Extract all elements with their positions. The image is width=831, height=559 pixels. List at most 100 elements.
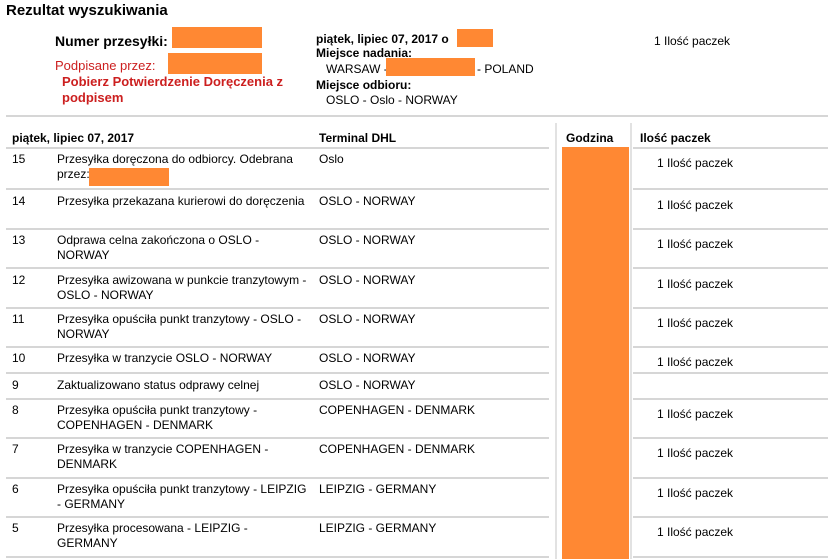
shipment-date: piątek, lipiec 07, 2017 o	[316, 32, 449, 46]
event-number: 6	[12, 482, 19, 496]
destination-label: Miejsce odbioru:	[316, 78, 412, 92]
signed-by-label: Podpisane przez:	[55, 58, 156, 73]
event-terminal: OSLO - NORWAY	[319, 312, 416, 326]
row-divider	[633, 147, 828, 149]
origin-suffix: - POLAND	[477, 62, 534, 76]
shipment-time-redacted	[457, 29, 493, 47]
table-row: 5 Przesyłka procesowana - LEIPZIG - GERM…	[6, 518, 828, 556]
event-number: 10	[12, 351, 26, 365]
event-terminal: OSLO - NORWAY	[319, 273, 416, 287]
origin-label: Miejsce nadania:	[316, 46, 413, 60]
table-row: 9 Zaktualizowano status odprawy celnej O…	[6, 375, 828, 397]
event-number: 9	[12, 378, 19, 392]
time-column-redacted	[562, 147, 629, 559]
row-divider	[633, 372, 828, 374]
table-row: 15 Przesyłka doręczona do odbiorcy. Odeb…	[6, 149, 828, 187]
event-description: Przesyłka opuściła punkt tranzytowy - LE…	[57, 482, 307, 511]
event-description: Przesyłka awizowana w punkcie tranzytowy…	[57, 273, 307, 302]
table-row: 7 Przesyłka w tranzycie COPENHAGEN - DEN…	[6, 439, 828, 477]
event-terminal: OSLO - NORWAY	[319, 351, 416, 365]
event-pieces: 1 Ilość paczek	[657, 446, 734, 460]
row-divider	[6, 437, 549, 439]
table-row: 12 Przesyłka awizowana w punkcie tranzyt…	[6, 270, 828, 308]
summary-pieces: 1 Ilość paczek	[654, 34, 731, 48]
origin-city-redacted	[386, 58, 475, 76]
column-divider	[630, 123, 632, 559]
row-divider	[633, 398, 828, 400]
destination-value: OSLO - Oslo - NORWAY	[326, 93, 458, 107]
event-pieces: 1 Ilość paczek	[657, 156, 734, 170]
event-description: Odprawa celna zakończona o OSLO - NORWAY	[57, 233, 260, 262]
event-description: Zaktualizowano status odprawy celnej	[57, 378, 260, 392]
row-divider	[633, 516, 828, 518]
column-header-pieces: Ilość paczek	[640, 131, 711, 145]
row-divider	[633, 188, 828, 190]
event-number: 14	[12, 194, 26, 208]
row-divider	[6, 147, 549, 149]
row-divider	[633, 437, 828, 439]
column-header-date: piątek, lipiec 07, 2017	[12, 131, 135, 145]
event-description: Przesyłka opuściła punkt tranzytowy - CO…	[57, 403, 258, 432]
row-divider	[6, 372, 549, 374]
waybill-number-redacted	[172, 27, 262, 48]
row-divider	[6, 398, 549, 400]
row-divider	[633, 477, 828, 479]
event-description: Przesyłka w tranzycie COPENHAGEN - DENMA…	[57, 442, 269, 471]
event-number: 11	[12, 312, 25, 326]
event-terminal: COPENHAGEN - DENMARK	[319, 403, 476, 417]
event-number: 12	[12, 273, 26, 287]
table-row: 14 Przesyłka przekazana kurierowi do dor…	[6, 191, 828, 229]
event-terminal: OSLO - NORWAY	[319, 378, 416, 392]
event-description: Przesyłka w tranzycie OSLO - NORWAY	[57, 351, 273, 365]
row-divider	[6, 346, 549, 348]
event-pieces: 1 Ilość paczek	[657, 237, 734, 251]
event-pieces: 1 Ilość paczek	[657, 198, 734, 212]
signed-by-redacted	[168, 53, 262, 74]
event-pieces: 1 Ilość paczek	[657, 277, 734, 291]
row-divider	[6, 477, 549, 479]
proof-of-delivery-link[interactable]: Pobierz Potwierdzenie Doręczenia z podpi…	[62, 74, 284, 105]
event-number: 15	[12, 152, 26, 166]
event-number: 5	[12, 521, 19, 535]
event-pieces: 1 Ilość paczek	[657, 407, 734, 421]
row-divider	[6, 267, 549, 269]
event-description: Przesyłka doręczona do odbiorcy. Odebran…	[57, 152, 293, 181]
row-divider	[633, 307, 828, 309]
row-divider	[6, 188, 549, 190]
row-divider	[633, 267, 828, 269]
column-divider	[555, 123, 557, 559]
table-row: 8 Przesyłka opuściła punkt tranzytowy - …	[6, 400, 828, 438]
event-terminal: Oslo	[319, 152, 344, 166]
column-header-terminal: Terminal DHL	[319, 131, 397, 145]
table-row: 13 Odprawa celna zakończona o OSLO - NOR…	[6, 230, 828, 268]
row-divider	[633, 556, 828, 558]
event-pieces: 1 Ilość paczek	[657, 525, 734, 539]
event-number: 8	[12, 403, 19, 417]
table-row: 6 Przesyłka opuściła punkt tranzytowy - …	[6, 479, 828, 517]
event-description: Przesyłka przekazana kurierowi do doręcz…	[57, 194, 305, 208]
table-row: 10 Przesyłka w tranzycie OSLO - NORWAY O…	[6, 348, 828, 372]
row-divider	[6, 556, 549, 558]
row-divider	[6, 516, 549, 518]
event-terminal: OSLO - NORWAY	[319, 233, 416, 247]
receiver-name-redacted	[89, 168, 169, 186]
row-divider	[633, 228, 828, 230]
event-number: 7	[12, 442, 19, 456]
event-pieces: 1 Ilość paczek	[657, 486, 734, 500]
page-title: Rezultat wyszukiwania	[6, 2, 168, 19]
row-divider	[6, 228, 549, 230]
event-number: 13	[12, 233, 26, 247]
column-header-time: Godzina	[566, 131, 614, 145]
row-divider	[633, 346, 828, 348]
event-terminal: LEIPZIG - GERMANY	[319, 482, 437, 496]
event-terminal: COPENHAGEN - DENMARK	[319, 442, 476, 456]
row-divider	[6, 307, 549, 309]
event-pieces: 1 Ilość paczek	[657, 316, 734, 330]
section-divider	[6, 115, 828, 117]
event-pieces: 1 Ilość paczek	[657, 355, 734, 369]
event-terminal: LEIPZIG - GERMANY	[319, 521, 437, 535]
event-description: Przesyłka opuściła punkt tranzytowy - OS…	[57, 312, 302, 341]
origin-prefix: WARSAW -	[326, 62, 388, 76]
event-terminal: OSLO - NORWAY	[319, 194, 416, 208]
waybill-label: Numer przesyłki:	[55, 33, 168, 49]
